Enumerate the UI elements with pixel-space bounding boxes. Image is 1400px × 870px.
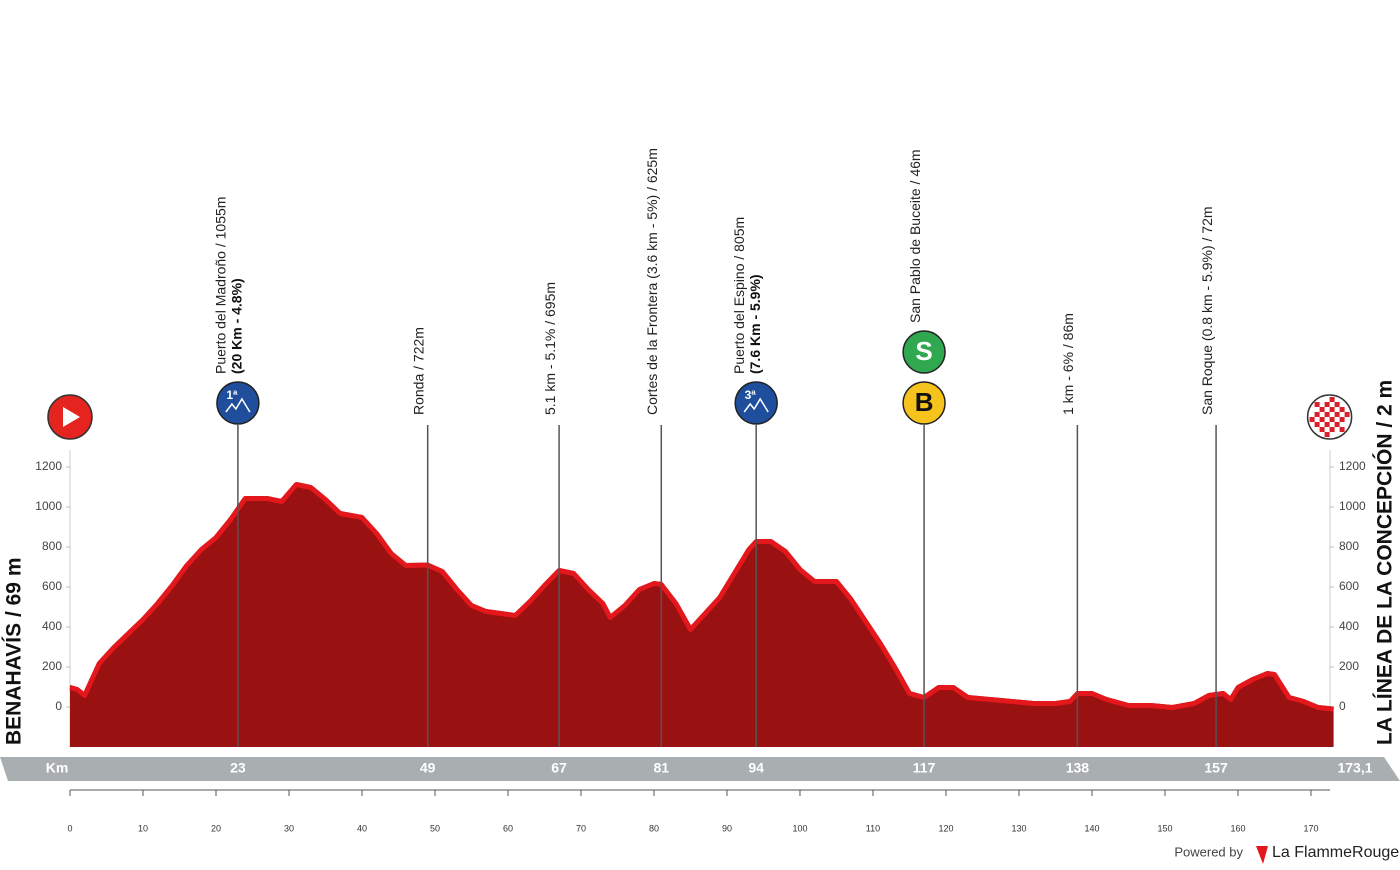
finish-check [1329, 417, 1335, 422]
km-band-label: 67 [551, 760, 567, 776]
finish-check [1339, 427, 1345, 432]
x-tick-label: 70 [576, 823, 586, 833]
badge-label: S [915, 336, 932, 366]
finish-check [1314, 422, 1320, 427]
y-tick-label-right: 0 [1339, 699, 1346, 713]
finish-check [1344, 412, 1350, 417]
finish-check [1319, 427, 1325, 432]
y-tick-label-right: 1000 [1339, 499, 1366, 513]
marker-label: Ronda / 722m [410, 327, 426, 415]
x-tick-label: 170 [1303, 823, 1318, 833]
km-band-label: 117 [913, 760, 936, 776]
finish-check [1314, 402, 1320, 407]
badge-label: B [915, 387, 934, 417]
finish-check [1329, 407, 1335, 412]
marker-label: Cortes de la Frontera (3.6 km - 5%) / 62… [644, 148, 660, 415]
x-tick-label: 30 [284, 823, 294, 833]
x-tick-label: 90 [722, 823, 732, 833]
y-tick-label-right: 1200 [1339, 459, 1366, 473]
marker-detail: (20 Km - 4.8%) [229, 278, 245, 374]
km-band-label: 138 [1066, 760, 1090, 776]
y-tick-label-right: 400 [1339, 619, 1359, 633]
badge-label: 3ª [745, 388, 757, 402]
finish-label: LA LÍNEA DE LA CONCEPCIÓN / 2 m [1373, 380, 1397, 745]
finish-check [1319, 417, 1325, 422]
y-tick-label: 1200 [35, 459, 62, 473]
y-tick-label: 200 [42, 659, 62, 673]
finish-check [1329, 397, 1335, 402]
x-tick-label: 20 [211, 823, 221, 833]
badge [734, 381, 778, 425]
finish-check [1339, 417, 1345, 422]
x-tick-label: 80 [649, 823, 659, 833]
brand: La FlammeRouge [1272, 844, 1399, 861]
brand-logo [1256, 846, 1268, 864]
km-band-label: 173,1 [1337, 760, 1372, 776]
x-tick-label: 50 [430, 823, 440, 833]
x-tick-label: 120 [938, 823, 953, 833]
x-tick-label: 0 [67, 823, 72, 833]
x-tick-label: 150 [1157, 823, 1172, 833]
badge [902, 330, 946, 374]
start-label: BENAHAVÍS / 69 m [3, 558, 26, 746]
finish-check [1309, 417, 1315, 422]
km-band-label: Km [46, 760, 69, 776]
marker-label: San Pablo de Buceite / 46m [907, 149, 923, 323]
x-tick-label: 60 [503, 823, 513, 833]
y-tick-label: 600 [42, 579, 62, 593]
y-tick-label-right: 200 [1339, 659, 1359, 673]
badge-icon [225, 397, 251, 413]
marker-detail: (7.6 Km - 5.9%) [747, 274, 763, 374]
marker-label: Puerto del Espino / 805m [731, 217, 747, 374]
y-tick-label: 1000 [35, 499, 62, 513]
finish-check [1324, 432, 1330, 437]
y-tick-label: 400 [42, 619, 62, 633]
marker-label: 5.1 km - 5.1% / 695m [542, 282, 558, 415]
y-tick-label: 800 [42, 539, 62, 553]
x-tick-label: 160 [1230, 823, 1245, 833]
finish-check [1334, 402, 1340, 407]
marker-label: 1 km - 6% / 86m [1060, 313, 1076, 415]
finish-check [1329, 427, 1335, 432]
y-tick-label-right: 600 [1339, 579, 1359, 593]
x-tick-label: 100 [792, 823, 807, 833]
marker-label: Puerto del Madroño / 1055m [213, 197, 229, 374]
x-tick-label: 110 [866, 823, 880, 833]
km-band [0, 757, 1400, 781]
marker-label: San Roque (0.8 km - 5.9%) / 72m [1199, 206, 1215, 415]
x-tick-label: 40 [357, 823, 367, 833]
x-tick-label: 140 [1084, 823, 1099, 833]
finish-check [1324, 412, 1330, 417]
km-band-label: 49 [420, 760, 436, 776]
finish-check [1314, 412, 1320, 417]
x-tick-label: 130 [1011, 823, 1026, 833]
finish-check [1339, 407, 1345, 412]
badge-icon [743, 397, 769, 413]
km-band-label: 94 [748, 760, 764, 776]
finish-check [1324, 422, 1330, 427]
x-tick-label: 10 [138, 823, 148, 833]
y-tick-label-right: 800 [1339, 539, 1359, 553]
finish-check [1319, 407, 1325, 412]
km-band-label: 23 [230, 760, 246, 776]
badge-label: 1ª [226, 388, 238, 402]
finish-check [1334, 412, 1340, 417]
finish-check [1324, 402, 1330, 407]
km-band-label: 157 [1204, 760, 1228, 776]
finish-check [1334, 422, 1340, 427]
badge [902, 381, 946, 425]
start-arrow [63, 407, 80, 427]
y-tick-label: 0 [55, 699, 62, 713]
credit: Powered by [1174, 844, 1243, 859]
km-band-label: 81 [653, 760, 669, 776]
badge [216, 381, 260, 425]
profile-edge [69, 482, 1334, 712]
